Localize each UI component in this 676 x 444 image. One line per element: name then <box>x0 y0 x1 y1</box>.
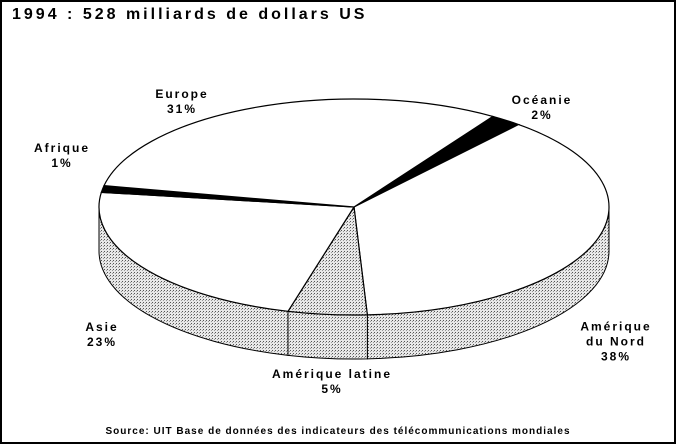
slice-value: 38% <box>600 349 632 364</box>
pie-slice <box>103 98 495 208</box>
pie-slice <box>98 191 356 312</box>
chart-title: 1994 : 528 milliards de dollars US <box>12 6 368 23</box>
slice-label: Amérique latine 5% <box>272 367 392 397</box>
slice-value: 5% <box>321 382 343 396</box>
slice-value: 1% <box>51 156 73 170</box>
slice-name: Afrique <box>34 141 90 155</box>
slice-value: 23% <box>86 335 118 349</box>
slice-label: Europe 31% <box>155 87 208 117</box>
slice-name: Océanie <box>511 93 573 107</box>
slice-label: Afrique 1% <box>34 141 90 171</box>
slice-label: Océanie 2% <box>512 93 573 123</box>
slice-value: 31% <box>166 102 198 116</box>
slice-name: Asie <box>85 320 119 334</box>
slice-name: Europe <box>155 87 209 101</box>
pie-side <box>287 310 368 360</box>
slice-name: Amérique latine <box>271 367 393 381</box>
pie-slice <box>353 123 610 316</box>
slice-label: Amérique du Nord 38% <box>571 320 661 365</box>
source-note: Source: UIT Base de données des indicate… <box>105 426 571 437</box>
slice-value: 2% <box>531 108 553 122</box>
slice-label: Asie 23% <box>85 320 118 350</box>
slice-name: Amérique du Nord <box>580 319 652 349</box>
